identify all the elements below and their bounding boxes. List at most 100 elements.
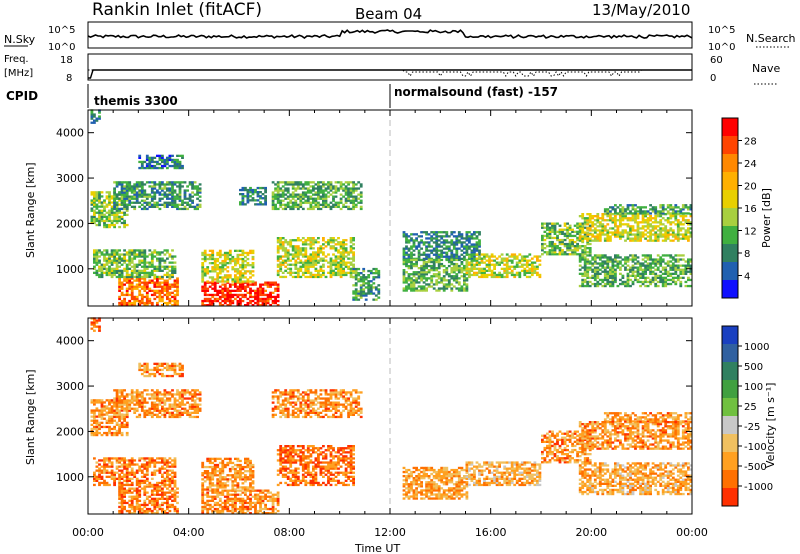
heatmap-cell-13 <box>450 283 454 286</box>
heatmap-cell-9 <box>301 197 305 200</box>
heatmap-cell-14 <box>508 267 512 270</box>
heatmap-cell-12 <box>468 253 471 256</box>
heatmap-cell-13 <box>465 289 469 292</box>
heatmap-cell-2 <box>123 187 126 190</box>
heatmap-cell-14 <box>510 271 514 274</box>
heatmap-cell-1 <box>98 191 101 194</box>
heatmap-cell-13 <box>407 283 411 286</box>
heatmap-cell-2 <box>128 405 132 408</box>
heatmap-cell-9 <box>319 191 323 194</box>
heatmap-cell-6 <box>269 297 272 301</box>
heatmap-cell-2 <box>173 189 177 192</box>
heatmap-cell-4 <box>118 287 121 290</box>
heatmap-cell-9 <box>279 193 283 196</box>
heatmap-cell-2 <box>168 201 172 204</box>
heatmap-cell-2 <box>125 181 129 184</box>
heatmap-cell-16 <box>684 229 688 232</box>
heatmap-cell-7 <box>223 274 227 277</box>
heatmap-cell-14 <box>465 267 469 270</box>
heatmap-cell-1 <box>123 211 126 214</box>
heatmap-cell-17 <box>581 280 585 284</box>
heatmap-cell-10 <box>289 243 293 246</box>
heatmap-cell-2 <box>150 205 154 208</box>
heatmap-cell-2 <box>150 415 154 419</box>
heatmap-cell-7 <box>251 251 255 255</box>
heatmap-cell-9 <box>344 199 348 202</box>
heatmap-cell-1 <box>108 419 111 422</box>
heatmap-cell-2 <box>178 193 182 196</box>
heatmap-cell-16 <box>666 235 670 238</box>
heatmap-cell-2 <box>140 405 144 408</box>
heatmap-cell-1 <box>100 433 104 437</box>
heatmap-cell-7 <box>231 255 235 259</box>
heatmap-cell-14 <box>473 273 476 277</box>
heatmap-cell-16 <box>581 237 585 240</box>
heatmap-cell-3 <box>150 158 154 162</box>
heatmap-cell-1 <box>103 201 106 204</box>
heatmap-cell-17 <box>609 260 612 263</box>
heatmap-cell-10 <box>294 239 298 242</box>
heatmap-cell-17 <box>621 258 625 261</box>
heatmap-cell-13 <box>415 279 418 282</box>
heatmap-cell-13 <box>435 260 439 264</box>
heatmap-cell-6 <box>271 281 275 284</box>
heatmap-cell-14 <box>468 273 471 277</box>
heatmap-cell-6 <box>236 293 240 297</box>
heatmap-cell-5 <box>100 267 104 270</box>
heatmap-cell-11 <box>369 269 373 273</box>
heatmap-cell-5 <box>123 257 126 260</box>
heatmap-cell-2 <box>140 181 144 184</box>
heatmap-cell-15 <box>573 251 577 254</box>
heatmap-cell-14 <box>485 259 489 262</box>
heatmap-cell-2 <box>130 197 134 200</box>
heatmap-cell-17 <box>629 268 632 271</box>
heatmap-cell-5 <box>110 259 114 262</box>
heatmap-cell-7 <box>239 264 242 267</box>
heatmap-cell-7 <box>228 253 232 257</box>
heatmap-cell-13 <box>402 275 406 278</box>
heatmap-cell-17 <box>661 268 665 271</box>
heatmap-cell-1 <box>103 215 106 218</box>
heatmap-cell-5 <box>130 261 134 264</box>
heatmap-cell-14 <box>488 265 491 268</box>
heatmap-cell-7 <box>246 253 250 257</box>
heatmap-cell-9 <box>286 187 290 190</box>
heatmap-cell-12 <box>465 239 469 242</box>
heatmap-cell-1 <box>105 419 109 422</box>
heatmap-cell-13 <box>432 287 436 290</box>
heatmap-cell-14 <box>480 271 484 274</box>
heatmap-cell-17 <box>644 270 647 273</box>
heatmap-cell-9 <box>296 197 300 200</box>
heatmap-cell-7 <box>249 251 252 255</box>
heatmap-cell-4 <box>166 297 169 301</box>
heatmap-cell-7 <box>213 264 217 267</box>
heatmap-cell-12 <box>447 241 451 244</box>
heatmap-cell-9 <box>322 199 325 202</box>
heatmap-cell-17 <box>654 282 658 286</box>
heatmap-cell-9 <box>324 197 328 200</box>
heatmap-cell-15 <box>563 251 567 254</box>
heatmap-cell-14 <box>505 265 509 268</box>
heatmap-cell-10 <box>352 269 355 272</box>
heatmap-cell-2 <box>158 199 162 202</box>
heatmap-cell-6 <box>256 293 260 297</box>
heatmap-cell-16 <box>614 215 617 218</box>
heatmap-cell-1 <box>103 207 106 210</box>
heatmap-cell-14 <box>503 269 507 272</box>
heatmap-cell-16 <box>639 239 642 242</box>
heatmap-cell-3 <box>158 166 162 170</box>
heatmap-cell-2 <box>138 191 142 194</box>
heatmap-cell-10 <box>344 251 348 254</box>
heatmap-cell-10 <box>314 267 318 270</box>
heatmap-cell-4 <box>168 287 172 290</box>
heatmap-cell-10 <box>342 243 345 246</box>
heatmap-cell-10 <box>304 251 308 254</box>
heatmap-cell-1 <box>110 421 114 424</box>
heatmap-cell-6 <box>259 297 262 301</box>
heatmap-cell-13 <box>422 269 426 272</box>
heatmap-cell-10 <box>347 253 350 256</box>
heatmap-cell-13 <box>420 271 423 274</box>
heatmap-cell-12 <box>435 253 439 256</box>
heatmap-cell-2 <box>198 205 202 208</box>
heatmap-cell-12 <box>455 255 459 258</box>
